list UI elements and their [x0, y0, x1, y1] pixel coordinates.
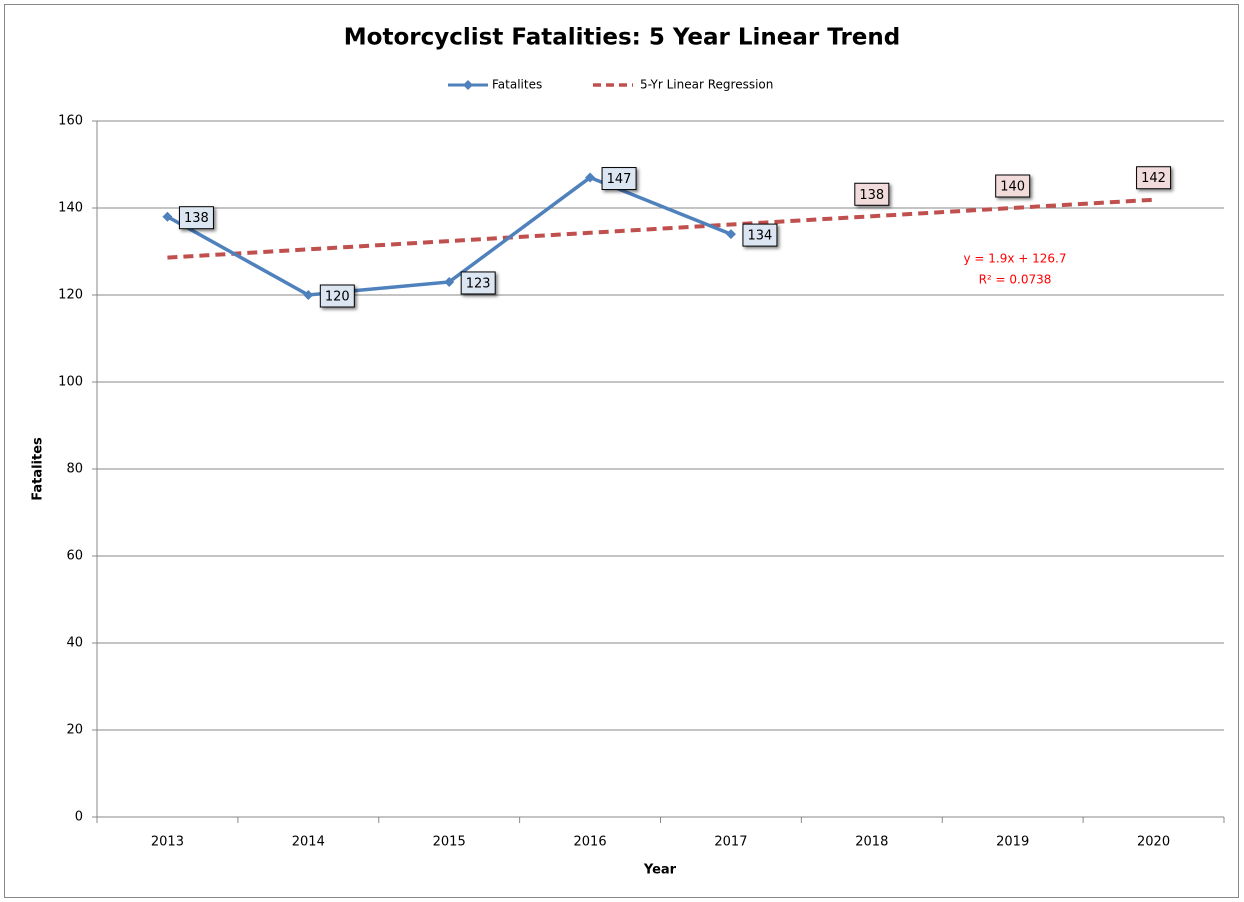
data-label: 138	[184, 211, 209, 226]
x-tick-label: 2018	[855, 835, 888, 850]
trend-line	[167, 197, 1154, 260]
data-label: 142	[1141, 171, 1166, 186]
point-marker	[444, 276, 455, 287]
legend-marker	[463, 80, 473, 90]
y-axis-title: Fatalites	[31, 437, 46, 501]
y-tick-label: 160	[58, 114, 83, 129]
x-tick-label: 2013	[151, 835, 184, 850]
data-label-box	[995, 174, 1031, 198]
y-tick-label: 80	[66, 462, 83, 477]
x-tick-label: 2019	[996, 835, 1029, 850]
data-label-box	[601, 167, 637, 191]
trend-annotation: R² = 0.0738	[979, 273, 1052, 287]
y-tick-label: 20	[66, 723, 83, 738]
x-tick-label: 2015	[433, 835, 466, 850]
y-tick-label: 60	[66, 549, 83, 564]
data-label-box	[742, 223, 778, 247]
data-label: 138	[859, 188, 884, 203]
y-tick-label: 0	[75, 810, 83, 825]
data-label-box	[178, 206, 214, 230]
chart-frame	[4, 4, 1239, 898]
point-marker	[303, 290, 314, 300]
data-label-box	[460, 271, 496, 295]
data-label-box	[854, 182, 890, 206]
x-axis-title: Year	[643, 863, 677, 878]
point-marker	[162, 211, 173, 222]
data-label: 120	[325, 290, 350, 305]
data-label: 147	[607, 172, 632, 187]
y-tick-label: 100	[58, 375, 83, 390]
data-label-box	[1136, 166, 1172, 190]
point-marker	[725, 229, 736, 240]
y-tick-label: 40	[66, 636, 83, 651]
data-label: 123	[466, 276, 491, 291]
y-tick-label: 140	[58, 201, 83, 216]
data-label-box	[319, 284, 355, 308]
legend-label: 5-Yr Linear Regression	[640, 78, 773, 92]
chart-title: Motorcyclist Fatalities: 5 Year Linear T…	[344, 25, 900, 51]
trend-annotation: y = 1.9x + 126.7	[963, 252, 1066, 266]
x-tick-label: 2017	[714, 835, 747, 850]
y-tick-label: 120	[58, 288, 83, 303]
x-tick-label: 2014	[292, 835, 325, 850]
legend-label: Fatalites	[492, 78, 542, 92]
x-tick-label: 2016	[574, 835, 607, 850]
x-tick-label: 2020	[1137, 835, 1170, 850]
data-label: 134	[748, 229, 773, 244]
point-marker	[585, 172, 596, 183]
data-label: 140	[1000, 180, 1025, 195]
